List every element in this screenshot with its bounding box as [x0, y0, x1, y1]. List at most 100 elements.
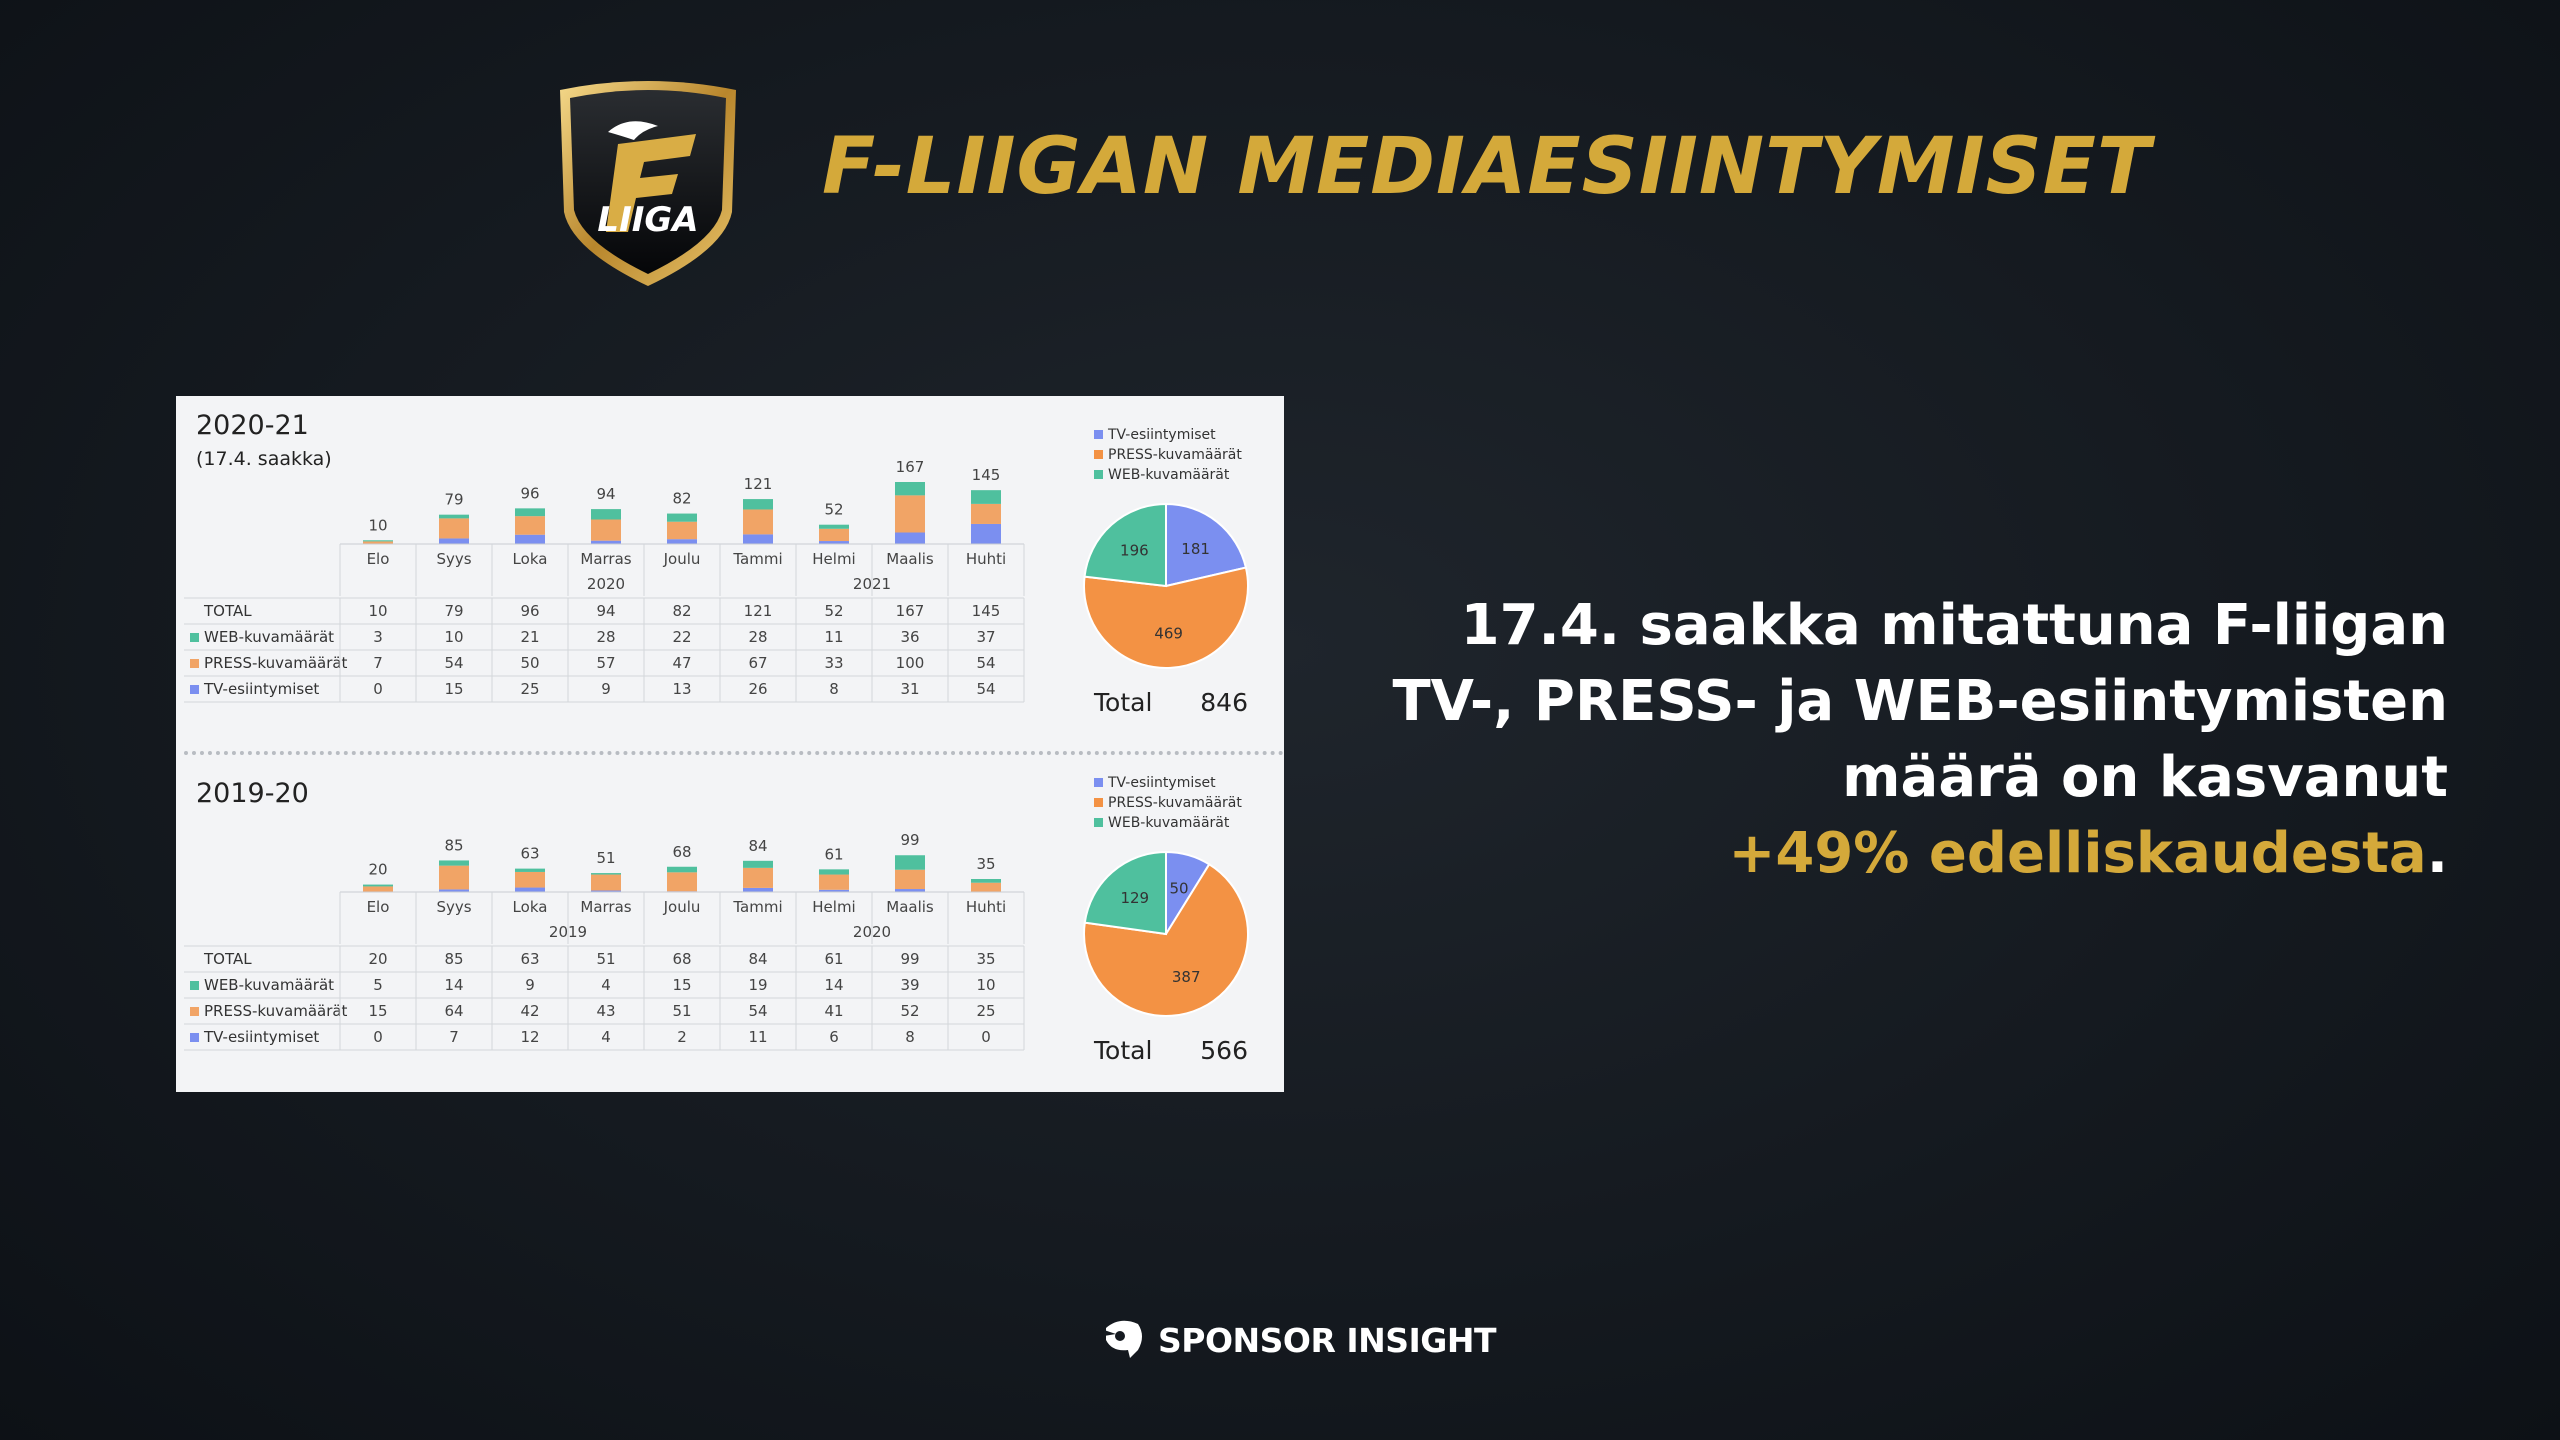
bar-tv-marras [591, 890, 621, 892]
table-cell: 6 [829, 1028, 839, 1046]
table-legend-swatch [190, 633, 199, 642]
bar-total-label: 79 [444, 491, 463, 509]
legend-label: TV-esiintymiset [1107, 775, 1216, 791]
table-cell: 67 [748, 654, 767, 672]
bar-tv-joulu [667, 539, 697, 544]
bar-press-helmi [819, 874, 849, 890]
table-cell: 54 [444, 654, 463, 672]
bar-press-huhti [971, 882, 1001, 892]
bar-tv-loka [515, 534, 545, 544]
total-value: 846 [1200, 688, 1248, 717]
tick-label-elo: Elo [367, 550, 390, 568]
pie-label: 50 [1169, 879, 1188, 897]
table-cell: 7 [449, 1028, 459, 1046]
table-cell: 54 [976, 680, 995, 698]
table-row-label: TV-esiintymiset [203, 680, 319, 698]
pie-slice [1083, 850, 1167, 936]
tick-label-marras: Marras [580, 550, 631, 568]
tick-label-tammi: Tammi [732, 898, 782, 916]
table-row-label: TOTAL [203, 950, 252, 968]
table-cell: 121 [744, 602, 773, 620]
bar-press-syys [439, 865, 469, 890]
bar-total-label: 63 [520, 845, 539, 863]
bar-web-huhti [971, 490, 1001, 504]
table-cell: 64 [444, 1002, 463, 1020]
f-liiga-logo: LIIGA [548, 74, 748, 290]
legend-swatch [1094, 470, 1103, 479]
table-cell: 28 [748, 628, 767, 646]
table-cell: 99 [900, 950, 919, 968]
table-cell: 10 [976, 976, 995, 994]
tick-label-syys: Syys [436, 898, 471, 916]
sponsor-insight-logo: SPONSOR INSIGHT [1100, 1312, 1497, 1368]
bar-tv-loka [515, 887, 545, 892]
bar-press-tammi [743, 509, 773, 535]
pie-slice [1165, 502, 1248, 588]
bar-press-helmi [819, 528, 849, 542]
legend-swatch [1094, 818, 1103, 827]
table-cell: 21 [520, 628, 539, 646]
table-legend-swatch [190, 659, 199, 668]
table-cell: 0 [373, 1028, 383, 1046]
year-label: 2020 [587, 575, 625, 593]
legend-label: PRESS-kuvamäärät [1108, 795, 1242, 811]
table-row-label: WEB-kuvamäärät [204, 628, 334, 646]
table-cell: 9 [525, 976, 535, 994]
bar-web-huhti [971, 879, 1001, 883]
table-cell: 37 [976, 628, 995, 646]
table-row-label: PRESS-kuvamäärät [204, 654, 348, 672]
table-cell: 54 [976, 654, 995, 672]
table-cell: 100 [896, 654, 925, 672]
tick-label-tammi: Tammi [732, 550, 782, 568]
table-cell: 15 [368, 1002, 387, 1020]
pie-label: 469 [1154, 624, 1183, 642]
table-cell: 31 [900, 680, 919, 698]
bar-web-marras [591, 509, 621, 520]
table-cell: 51 [596, 950, 615, 968]
tick-label-marras: Marras [580, 898, 631, 916]
tick-label-syys: Syys [436, 550, 471, 568]
pie-label: 129 [1120, 889, 1149, 907]
bar-total-label: 51 [596, 849, 615, 867]
pie-slice [1083, 502, 1167, 588]
table-cell: 61 [824, 950, 843, 968]
table-cell: 9 [601, 680, 611, 698]
table-cell: 33 [824, 654, 843, 672]
table-cell: 20 [368, 950, 387, 968]
table-cell: 11 [824, 628, 843, 646]
bar-web-maalis [895, 482, 925, 496]
bar-press-marras [591, 519, 621, 541]
bar-tv-helmi [819, 889, 849, 892]
pie-slice [1083, 862, 1249, 1017]
table-cell: 42 [520, 1002, 539, 1020]
table-cell: 14 [444, 976, 463, 994]
chart-panel: 2020-21 (17.4. saakka) 10 79 96 94 82 121 52 16… [176, 396, 1284, 1092]
tick-label-maalis: Maalis [886, 550, 934, 568]
chart-divider [184, 751, 1284, 755]
table-cell: 7 [373, 654, 383, 672]
table-cell: 39 [900, 976, 919, 994]
table-cell: 8 [905, 1028, 915, 1046]
table-cell: 94 [596, 602, 615, 620]
pie-label: 387 [1172, 968, 1201, 986]
bar-web-tammi [743, 499, 773, 510]
legend-swatch [1094, 798, 1103, 807]
bar-tv-huhti [971, 523, 1001, 544]
total-label: Total [1093, 688, 1152, 717]
bar-total-label: 20 [368, 861, 387, 879]
bar-total-label: 167 [896, 458, 925, 476]
table-cell: 25 [976, 1002, 995, 1020]
bar-tv-maalis [895, 889, 925, 892]
bar-tv-syys [439, 538, 469, 544]
bar-web-loka [515, 868, 545, 872]
legend-label: PRESS-kuvamäärät [1108, 447, 1242, 463]
bar-press-tammi [743, 867, 773, 888]
tick-label-loka: Loka [513, 550, 548, 568]
page-title: F-LIIGAN MEDIAESIINTYMISET [822, 122, 2152, 212]
bar-press-loka [515, 516, 545, 535]
headline-period: . [2426, 821, 2448, 886]
sponsor-insight-text: SPONSOR INSIGHT [1158, 1320, 1497, 1360]
pie-slice [1083, 566, 1249, 669]
